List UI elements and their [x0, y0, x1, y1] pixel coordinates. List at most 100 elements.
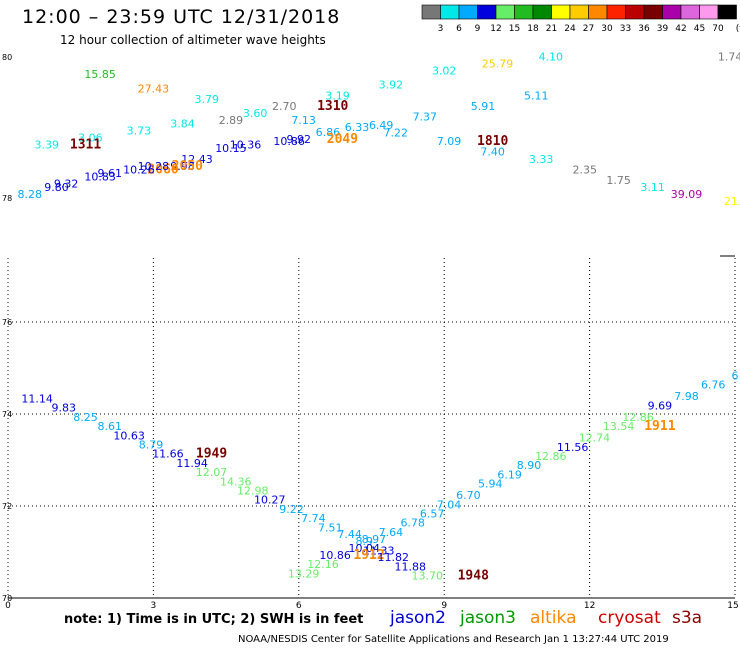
legend-swatch: [569, 4, 589, 20]
swh-data-label: 8.79: [139, 439, 164, 452]
swh-data-label: 1949: [196, 447, 227, 462]
swh-data-label: 6.86: [316, 126, 341, 139]
swh-data-label: 8.97: [362, 533, 387, 546]
swh-data-label: 8.9: [355, 535, 373, 548]
footer-credit: NOAA/NESDIS Center for Satellite Applica…: [238, 634, 669, 645]
swh-data-label: 8.28: [18, 188, 43, 201]
swh-data-label: 1.74: [718, 51, 740, 64]
y-tick-label: 70: [2, 594, 12, 603]
swh-data-label: 11.94: [176, 457, 208, 470]
legend-swatch: [532, 4, 552, 20]
swh-data-label: 1310: [317, 99, 348, 114]
legend-unit-label: (ft): [736, 24, 740, 34]
swh-data-label: 1311: [70, 138, 101, 153]
swh-data-label: 6.78: [400, 517, 425, 530]
swh-data-label: 7.51: [318, 521, 343, 534]
swh-data-label: 1912: [353, 548, 384, 563]
legend-swatch: [458, 4, 478, 20]
swh-data-label: 2.89: [219, 114, 244, 127]
swh-data-label: 7.98: [674, 390, 699, 403]
swh-data-label: 12.86: [535, 450, 567, 463]
swh-data-label: 11.82: [378, 551, 410, 564]
legend-swatch: [495, 4, 515, 20]
swh-data-label: 7.64: [379, 526, 404, 539]
legend-swatch: [514, 4, 534, 20]
swh-data-label: 2.35: [573, 163, 598, 176]
swh-data-label: 1911: [644, 419, 675, 434]
swh-data-label: 12.43: [181, 153, 213, 166]
swh-data-label: 1.75: [606, 174, 631, 187]
swh-data-label: 10.26: [123, 163, 155, 176]
swh-data-label: 5.91: [471, 100, 496, 113]
swh-data-label: 6: [732, 370, 739, 383]
swh-data-label: 3.84: [170, 118, 195, 131]
legend-threshold-label: 36: [638, 24, 650, 34]
legend-threshold-label: 18: [527, 24, 539, 34]
legend-threshold-label: 39: [657, 24, 669, 34]
swh-data-label: 10.36: [230, 139, 262, 152]
swh-data-label: 2060: [147, 162, 178, 177]
swh-data-label: 12.74: [579, 432, 611, 445]
legend-threshold-label: 15: [509, 24, 520, 34]
legend-threshold-label: 45: [694, 24, 705, 34]
y-tick-label: 76: [2, 318, 12, 327]
x-tick-label: 3: [151, 601, 157, 611]
swh-data-label: 7.74: [301, 512, 326, 525]
swh-data-label: 7.04: [437, 498, 462, 511]
swh-data-label: 6.49: [369, 119, 394, 132]
legend-threshold-label: 33: [620, 24, 631, 34]
swh-data-label: 8.90: [517, 459, 542, 472]
legend-threshold-label: 42: [675, 24, 686, 34]
legend-threshold-label: 3: [438, 24, 444, 34]
legend-swatch: [662, 4, 682, 20]
swh-data-label: 8.25: [73, 411, 98, 424]
swh-data-label: 21.: [724, 195, 740, 208]
swh-data-label: 10.04: [348, 542, 380, 555]
swh-data-label: 11.56: [557, 441, 589, 454]
swh-data-label: 25.79: [482, 58, 514, 71]
swh-data-label: 7.09: [437, 135, 462, 148]
swh-data-label: 7.37: [413, 110, 438, 123]
swh-data-label: 12.86: [622, 411, 654, 424]
legend-swatch: [588, 4, 608, 20]
swh-data-label: 10.86: [273, 135, 305, 148]
swh-data-label: 15.85: [84, 68, 116, 81]
swh-data-label: 12.16: [307, 558, 339, 571]
legend-swatch: [699, 4, 719, 20]
swh-data-label: 3.92: [379, 79, 404, 92]
legend-swatch: [606, 4, 626, 20]
legend-threshold-label: 21: [546, 24, 557, 34]
mission-jason2: jason2: [390, 608, 446, 628]
legend-threshold-label: 27: [583, 24, 594, 34]
swh-data-label: 3.60: [243, 107, 268, 120]
y-tick-label: 78: [2, 194, 12, 203]
swh-data-label: 3.19: [325, 89, 350, 102]
swh-data-label: 2049: [327, 132, 358, 147]
swh-data-label: 13.70: [411, 570, 443, 583]
swh-data-label: 3.39: [35, 139, 60, 152]
x-tick-label: 6: [296, 601, 302, 611]
swh-data-label: 11.88: [395, 560, 427, 573]
x-tick-label: 12: [584, 601, 595, 611]
mission-s3a: s3a: [672, 608, 703, 628]
swh-data-label: 11.33: [363, 544, 395, 557]
swh-data-label: 3.02: [432, 65, 457, 78]
swh-data-label: 6.33: [345, 121, 370, 134]
legend-swatch: [421, 4, 441, 20]
swh-data-label: 10.15: [215, 142, 247, 155]
swh-data-label: 6.19: [497, 468, 522, 481]
swh-data-label: 27.43: [138, 82, 170, 95]
swh-data-label: 6.57: [420, 508, 445, 521]
swh-data-label: 5.94: [478, 478, 503, 491]
swh-data-label: 3.06: [78, 132, 103, 145]
legend-threshold-label: 30: [601, 24, 613, 34]
swh-data-label: 39.09: [671, 188, 703, 201]
swh-data-label: 6.70: [456, 489, 481, 502]
swh-data-label: 9.22: [279, 503, 304, 516]
x-tick-label: 0: [5, 601, 11, 611]
swh-data-label: 10.27: [254, 494, 286, 507]
swh-data-label: 9.32: [54, 177, 79, 190]
swh-data-label: 9.69: [648, 399, 673, 412]
chart-title: 12:00 – 23:59 UTC 12/31/2018: [22, 6, 341, 28]
